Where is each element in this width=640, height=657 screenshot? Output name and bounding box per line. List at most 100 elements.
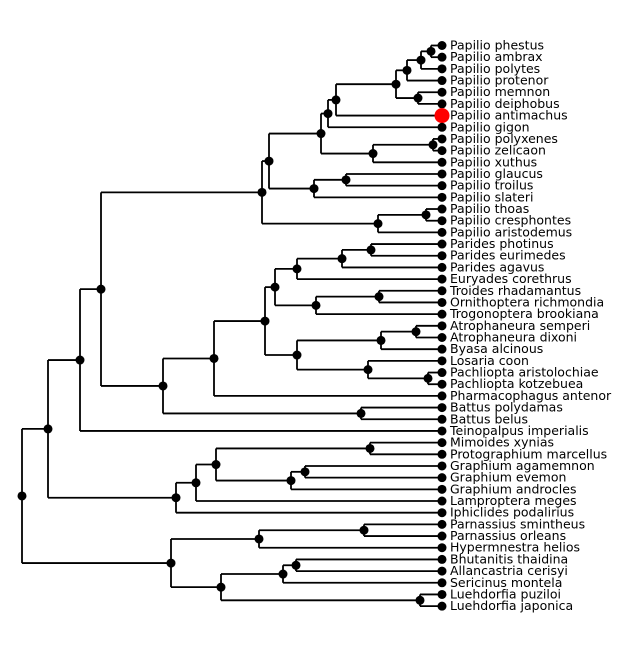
leaf-label: Trogonoptera brookiana xyxy=(449,306,599,321)
leaf-label: Papilio glaucus xyxy=(450,166,543,181)
leaf-label: Ornithoptera richmondia xyxy=(450,294,604,309)
internal-node xyxy=(257,187,267,197)
leaf-label: Papilio cresphontes xyxy=(450,213,571,228)
internal-node xyxy=(43,424,53,434)
leaf-node xyxy=(437,41,447,50)
internal-node xyxy=(292,350,302,360)
leaf-node xyxy=(437,473,447,483)
internal-node xyxy=(254,534,264,544)
leaf-node xyxy=(437,157,447,167)
leaf-label: Byasa alcinous xyxy=(450,341,543,356)
leaf-node xyxy=(437,216,447,226)
internal-node xyxy=(423,373,433,383)
internal-node xyxy=(376,335,386,345)
internal-node xyxy=(413,93,423,103)
leaf-label: Papilio phestus xyxy=(450,38,544,53)
leaf-label: Mimoides xynias xyxy=(450,435,554,450)
internal-node xyxy=(291,560,301,570)
leaf-label: Papilio ambrax xyxy=(450,49,543,64)
leaf-label: Papilio memnon xyxy=(450,84,550,99)
internal-node xyxy=(411,327,421,337)
leaf-label: Troides rhadamantus xyxy=(449,283,581,298)
leaf-node xyxy=(437,274,447,284)
internal-node xyxy=(166,558,176,568)
internal-node xyxy=(331,95,341,105)
leaf-node xyxy=(437,379,447,389)
leaf-label: Battus belus xyxy=(450,411,528,426)
internal-node xyxy=(278,569,288,579)
leaf-label: Papilio slateri xyxy=(450,189,533,204)
leaf-label: Bhutanitis thaidina xyxy=(450,551,568,566)
leaf-node xyxy=(437,414,447,424)
internal-node xyxy=(311,300,321,310)
leaf-node xyxy=(437,146,447,156)
leaf-label: Sericinus montela xyxy=(450,575,562,590)
leaf-node xyxy=(437,461,447,471)
leaf-node xyxy=(437,76,447,86)
leaf-label: Parnassius orleans xyxy=(450,528,566,543)
leaf-label: Papilio polytes xyxy=(450,61,540,76)
leaf-node xyxy=(437,192,447,202)
highlighted-leaf-node xyxy=(434,108,450,124)
internal-node xyxy=(415,595,425,605)
internal-node xyxy=(171,493,181,503)
leaf-label: Graphium agamemnon xyxy=(450,458,595,473)
leaf-node xyxy=(437,403,447,413)
leaf-node xyxy=(437,449,447,459)
internal-node xyxy=(421,210,431,220)
leaf-label: Papilio thoas xyxy=(450,201,529,216)
leaf-node xyxy=(437,134,447,144)
leaf-node xyxy=(437,169,447,179)
leaf-node xyxy=(437,87,447,97)
tree-nodes xyxy=(17,41,450,611)
leaf-node xyxy=(437,286,447,296)
internal-node xyxy=(373,219,383,229)
leaf-node xyxy=(437,227,447,237)
leaf-label: Atrophaneura semperi xyxy=(450,318,590,333)
internal-node xyxy=(426,46,436,56)
tree-edges xyxy=(21,44,442,608)
leaf-label: Pharmacophagus antenor xyxy=(450,388,612,403)
internal-node xyxy=(158,381,168,391)
leaf-node xyxy=(437,543,447,553)
internal-node xyxy=(264,156,274,166)
leaf-node xyxy=(437,309,447,319)
internal-node xyxy=(374,292,384,302)
leaf-node xyxy=(437,239,447,249)
leaf-node xyxy=(437,99,447,109)
leaf-node xyxy=(437,122,447,132)
leaf-node xyxy=(437,426,447,436)
leaf-label: Parides agavus xyxy=(450,259,544,274)
internal-node xyxy=(337,254,347,264)
leaf-node xyxy=(437,496,447,506)
internal-node xyxy=(191,478,201,488)
leaf-node xyxy=(437,438,447,448)
internal-node xyxy=(286,476,296,486)
internal-node xyxy=(341,175,351,185)
leaf-label: Papilio troilus xyxy=(450,178,533,193)
internal-node xyxy=(316,129,326,139)
internal-node xyxy=(366,245,376,255)
leaf-node xyxy=(437,508,447,518)
leaf-label: Papilio deiphobus xyxy=(450,96,560,111)
leaf-node xyxy=(437,356,447,366)
leaf-node xyxy=(437,333,447,342)
internal-node xyxy=(323,109,333,119)
internal-node xyxy=(428,140,438,150)
leaf-label: Papilio protenor xyxy=(450,73,549,88)
leaf-label: Hypermnestra helios xyxy=(450,540,580,555)
internal-node xyxy=(17,491,27,501)
leaf-node xyxy=(437,64,447,74)
leaf-node xyxy=(437,601,447,611)
internal-node xyxy=(363,365,373,375)
leaf-label: Papilio zelicaon xyxy=(450,143,546,158)
leaf-label: Iphiclides podalirius xyxy=(450,505,574,520)
leaf-label: Losaria coon xyxy=(450,353,529,368)
internal-node xyxy=(96,284,106,294)
leaf-node xyxy=(437,344,447,354)
internal-node xyxy=(292,264,302,274)
internal-node xyxy=(211,460,221,470)
internal-node xyxy=(300,467,310,477)
